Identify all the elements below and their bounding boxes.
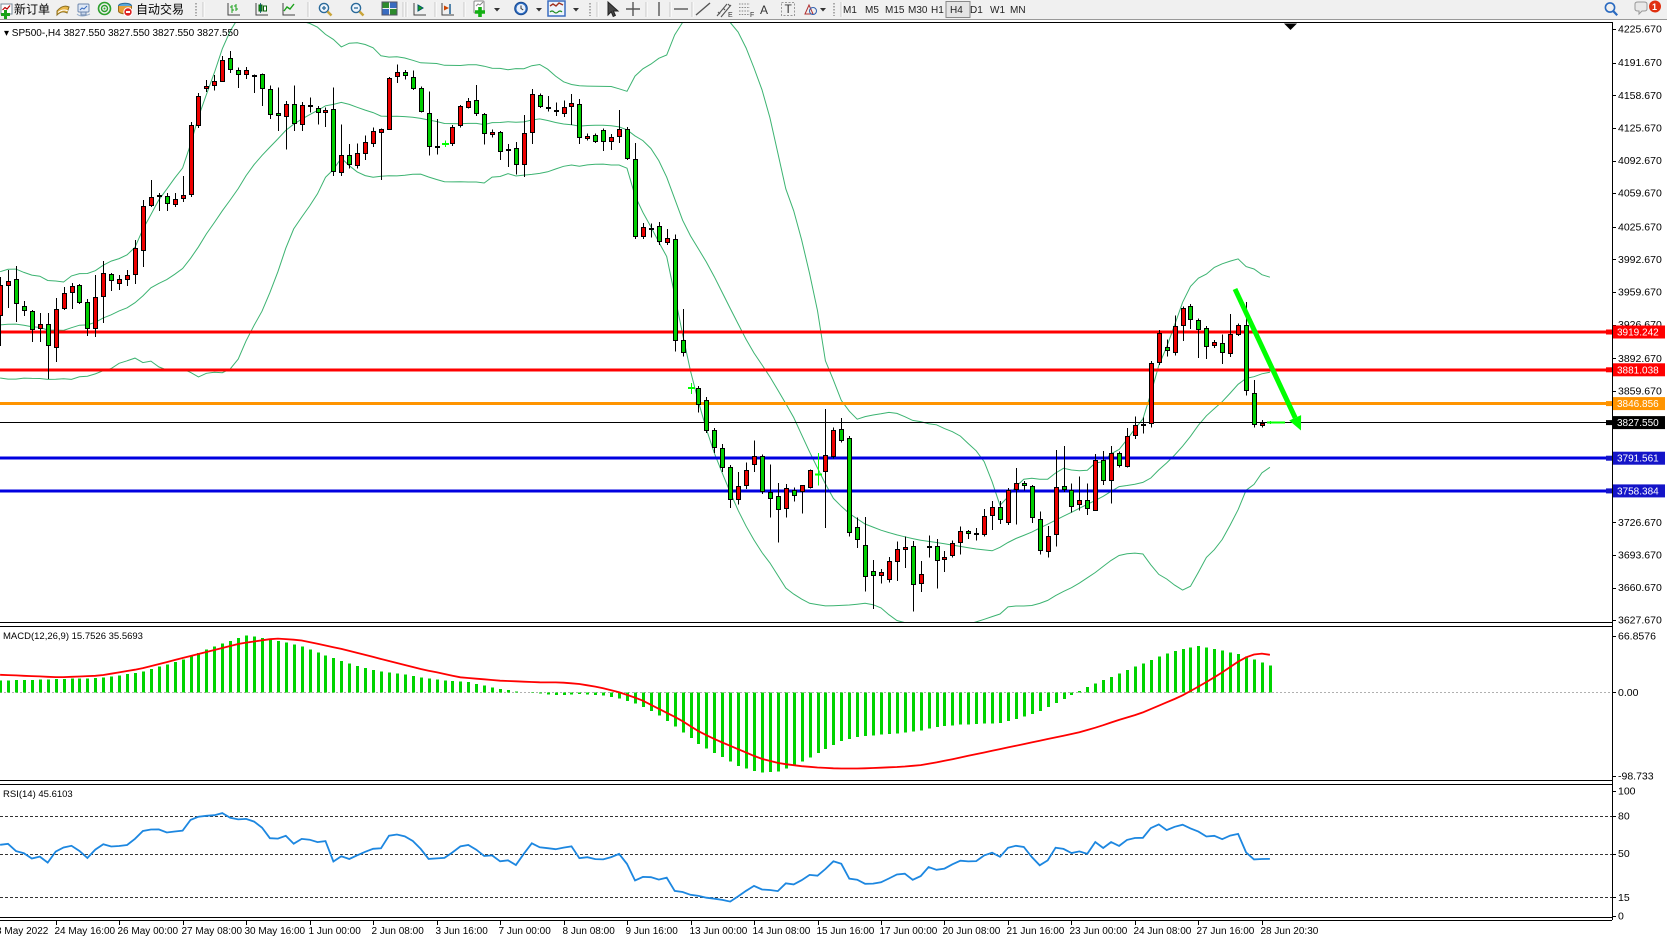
svg-text:3827.550: 3827.550 — [1617, 418, 1659, 429]
svg-text:H4: H4 — [950, 5, 963, 16]
svg-text:3881.038: 3881.038 — [1617, 365, 1659, 376]
svg-text:4025.670: 4025.670 — [1618, 221, 1662, 233]
svg-text:-98.733: -98.733 — [1618, 771, 1654, 783]
svg-text:MN: MN — [1010, 5, 1026, 16]
svg-text:15 Jun 16:00: 15 Jun 16:00 — [817, 926, 875, 937]
svg-text:30 May 16:00: 30 May 16:00 — [245, 926, 306, 937]
svg-text:8 Jun 08:00: 8 Jun 08:00 — [563, 926, 616, 937]
svg-text:M15: M15 — [885, 5, 905, 16]
svg-text:50: 50 — [1618, 848, 1630, 860]
svg-text:2 Jun 08:00: 2 Jun 08:00 — [372, 926, 425, 937]
svg-text:M30: M30 — [908, 5, 928, 16]
svg-text:3 Jun 16:00: 3 Jun 16:00 — [436, 926, 489, 937]
svg-text:4059.670: 4059.670 — [1618, 188, 1662, 200]
svg-text:W1: W1 — [990, 5, 1005, 16]
svg-text:100: 100 — [1618, 786, 1636, 798]
svg-text:24 Jun 08:00: 24 Jun 08:00 — [1134, 926, 1192, 937]
svg-text:M1: M1 — [843, 5, 857, 16]
svg-text:24 May 16:00: 24 May 16:00 — [55, 926, 116, 937]
svg-text:▾ SP500-,H4 3827.550 3827.550: ▾ SP500-,H4 3827.550 3827.550 3827.550 3… — [4, 28, 239, 39]
svg-text:T: T — [785, 2, 793, 16]
svg-text:自动交易: 自动交易 — [136, 2, 184, 17]
svg-text:3758.384: 3758.384 — [1617, 486, 1659, 497]
svg-text:80: 80 — [1618, 811, 1630, 823]
svg-text:1 Jun 00:00: 1 Jun 00:00 — [309, 926, 362, 937]
svg-text:26 May 00:00: 26 May 00:00 — [118, 926, 179, 937]
svg-text:3627.670: 3627.670 — [1618, 615, 1662, 627]
svg-text:3992.670: 3992.670 — [1618, 254, 1662, 266]
svg-text:17 Jun 00:00: 17 Jun 00:00 — [880, 926, 938, 937]
svg-text:H1: H1 — [931, 5, 944, 16]
svg-text:D1: D1 — [970, 5, 983, 16]
svg-text:27 May 08:00: 27 May 08:00 — [182, 926, 243, 937]
svg-text:4158.670: 4158.670 — [1618, 90, 1662, 102]
svg-text:1: 1 — [1652, 2, 1657, 12]
svg-text:3959.670: 3959.670 — [1618, 287, 1662, 299]
svg-text:4092.670: 4092.670 — [1618, 155, 1662, 167]
svg-text:9 Jun 16:00: 9 Jun 16:00 — [626, 926, 679, 937]
svg-text:0.00: 0.00 — [1618, 687, 1639, 699]
svg-text:3693.670: 3693.670 — [1618, 550, 1662, 562]
svg-text:3726.670: 3726.670 — [1618, 517, 1662, 529]
svg-text:66.8576: 66.8576 — [1618, 631, 1656, 643]
svg-text:3791.561: 3791.561 — [1617, 454, 1659, 465]
svg-text:0: 0 — [1618, 911, 1624, 923]
svg-text:3859.670: 3859.670 — [1618, 385, 1662, 397]
svg-text:新订单: 新订单 — [14, 2, 50, 17]
svg-text:20 Jun 08:00: 20 Jun 08:00 — [943, 926, 1001, 937]
svg-text:3660.670: 3660.670 — [1618, 582, 1662, 594]
svg-text:3846.856: 3846.856 — [1617, 399, 1659, 410]
svg-text:7 Jun 00:00: 7 Jun 00:00 — [499, 926, 552, 937]
svg-text:3919.242: 3919.242 — [1617, 328, 1659, 339]
svg-text:4125.670: 4125.670 — [1618, 123, 1662, 135]
svg-text:3892.670: 3892.670 — [1618, 353, 1662, 365]
svg-text:23 Jun 00:00: 23 Jun 00:00 — [1070, 926, 1128, 937]
svg-text:4191.670: 4191.670 — [1618, 57, 1662, 69]
svg-text:RSI(14) 45.6103: RSI(14) 45.6103 — [3, 789, 73, 800]
svg-text:MACD(12,26,9) 15.7526 35.5693: MACD(12,26,9) 15.7526 35.5693 — [3, 631, 143, 642]
svg-text:15: 15 — [1618, 892, 1630, 904]
svg-text:13 Jun 00:00: 13 Jun 00:00 — [690, 926, 748, 937]
svg-text:E: E — [728, 12, 733, 19]
svg-text:4225.670: 4225.670 — [1618, 24, 1662, 36]
svg-text:M5: M5 — [865, 5, 879, 16]
svg-text:A: A — [760, 3, 768, 17]
svg-text:14 Jun 08:00: 14 Jun 08:00 — [753, 926, 811, 937]
svg-text:23 May 2022: 23 May 2022 — [0, 926, 49, 937]
svg-text:F: F — [750, 12, 754, 19]
svg-text:28 Jun 20:30: 28 Jun 20:30 — [1261, 926, 1319, 937]
svg-text:21 Jun 16:00: 21 Jun 16:00 — [1007, 926, 1065, 937]
svg-text:27 Jun 16:00: 27 Jun 16:00 — [1197, 926, 1255, 937]
